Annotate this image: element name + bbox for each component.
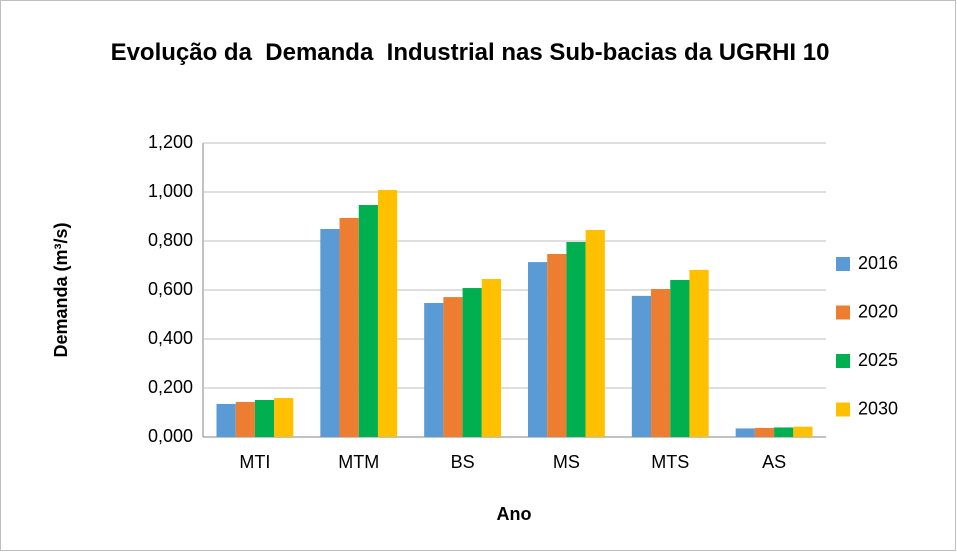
y-tick-label: 0,200 bbox=[148, 377, 193, 397]
bar bbox=[527, 262, 548, 437]
bar bbox=[689, 269, 709, 437]
bar bbox=[339, 217, 359, 437]
legend-swatch bbox=[836, 402, 850, 417]
y-tick-label: 0,600 bbox=[148, 279, 193, 299]
x-tick-label: MTI bbox=[239, 452, 270, 472]
x-tick-label: AS bbox=[762, 452, 786, 472]
legend-label: 2020 bbox=[858, 301, 898, 321]
legend-label: 2025 bbox=[858, 350, 898, 370]
legend-swatch bbox=[836, 257, 850, 271]
bar bbox=[793, 426, 813, 437]
x-tick-label: MTS bbox=[651, 452, 689, 472]
x-tick-label: MS bbox=[553, 452, 580, 472]
bar bbox=[631, 295, 652, 437]
bar bbox=[443, 297, 463, 437]
x-tick-label: BS bbox=[451, 452, 475, 472]
y-tick-label: 0,000 bbox=[148, 426, 193, 446]
y-tick-label: 0,400 bbox=[148, 328, 193, 348]
bar bbox=[566, 241, 586, 437]
bar bbox=[235, 401, 255, 437]
bar bbox=[358, 204, 378, 437]
bar bbox=[274, 398, 294, 437]
chart-title: Evolução da Demanda Industrial nas Sub-b… bbox=[110, 39, 830, 66]
legend-label: 2016 bbox=[858, 253, 898, 273]
bar bbox=[254, 400, 275, 437]
bar bbox=[670, 279, 690, 437]
y-tick-label: 0,800 bbox=[148, 230, 193, 250]
bar bbox=[424, 302, 444, 437]
legend-swatch bbox=[836, 354, 850, 368]
bar bbox=[735, 428, 755, 437]
bar bbox=[754, 427, 775, 437]
bar bbox=[774, 427, 794, 437]
bar bbox=[462, 288, 482, 437]
bar bbox=[585, 229, 605, 437]
x-axis-label: Ano bbox=[497, 504, 532, 524]
bar bbox=[651, 289, 671, 437]
bar bbox=[320, 228, 340, 437]
bar bbox=[481, 278, 502, 437]
bar bbox=[377, 190, 398, 437]
y-tick-label: 1,000 bbox=[148, 181, 193, 201]
legend-label: 2030 bbox=[858, 398, 898, 418]
x-tick-label: MTM bbox=[338, 452, 379, 472]
bar bbox=[547, 253, 567, 437]
legend-swatch bbox=[836, 305, 850, 320]
bar bbox=[216, 403, 236, 437]
y-axis-label: Demanda (m³/s) bbox=[51, 222, 71, 357]
y-tick-label: 1,200 bbox=[148, 132, 193, 152]
